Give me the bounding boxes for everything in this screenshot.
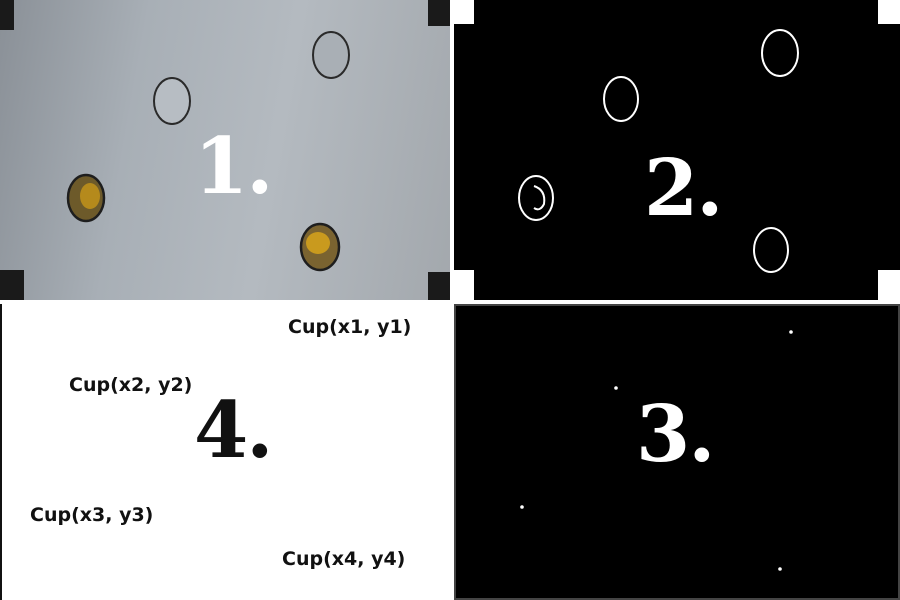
corner-marker-bottom-right xyxy=(428,272,450,300)
center-point-4 xyxy=(778,567,782,571)
labels-panel: Cup(x1, y1) Cup(x2, y2) Cup(x3, y3) Cup(… xyxy=(0,304,450,600)
corner-block-bottom-right xyxy=(878,270,900,300)
edge-inner-arc xyxy=(533,185,546,211)
corner-block-top-right xyxy=(878,0,900,24)
centers-panel: 3. xyxy=(454,304,900,600)
center-point-2 xyxy=(614,386,618,390)
edge-circle-2 xyxy=(603,76,639,122)
cup-liquid-left xyxy=(80,183,100,209)
horizontal-divider xyxy=(0,300,900,304)
edge-scene xyxy=(454,0,900,300)
panel-number-2: 2. xyxy=(644,143,723,234)
panel-number-1: 1. xyxy=(194,121,273,212)
edge-circle-3 xyxy=(518,175,554,221)
cup-empty-top-right xyxy=(312,31,350,79)
cup-liquid-right xyxy=(306,232,330,254)
edge-panel: 2. xyxy=(454,0,900,300)
cup-label-1: Cup(x1, y1) xyxy=(288,316,412,338)
panel-number-3: 3. xyxy=(636,389,715,480)
cup-empty-top-left xyxy=(153,77,191,125)
cup-label-3: Cup(x3, y3) xyxy=(30,504,154,526)
photo-scene xyxy=(0,0,450,300)
cup-label-4: Cup(x4, y4) xyxy=(282,548,406,570)
cup-label-2: Cup(x2, y2) xyxy=(69,374,193,396)
photo-panel: 1. xyxy=(0,0,450,300)
panel-number-4: 4. xyxy=(194,385,273,476)
centers-scene xyxy=(520,330,793,571)
edge-circle-1 xyxy=(761,29,799,77)
center-point-1 xyxy=(789,330,793,334)
corner-block-top-left xyxy=(454,0,474,24)
edge-circle-4 xyxy=(753,227,789,273)
center-point-3 xyxy=(520,505,524,509)
corner-marker-top-right xyxy=(428,0,450,26)
corner-block-bottom-left xyxy=(454,270,474,300)
corner-marker-bottom-left xyxy=(0,270,24,300)
corner-marker-top-left xyxy=(0,0,14,30)
